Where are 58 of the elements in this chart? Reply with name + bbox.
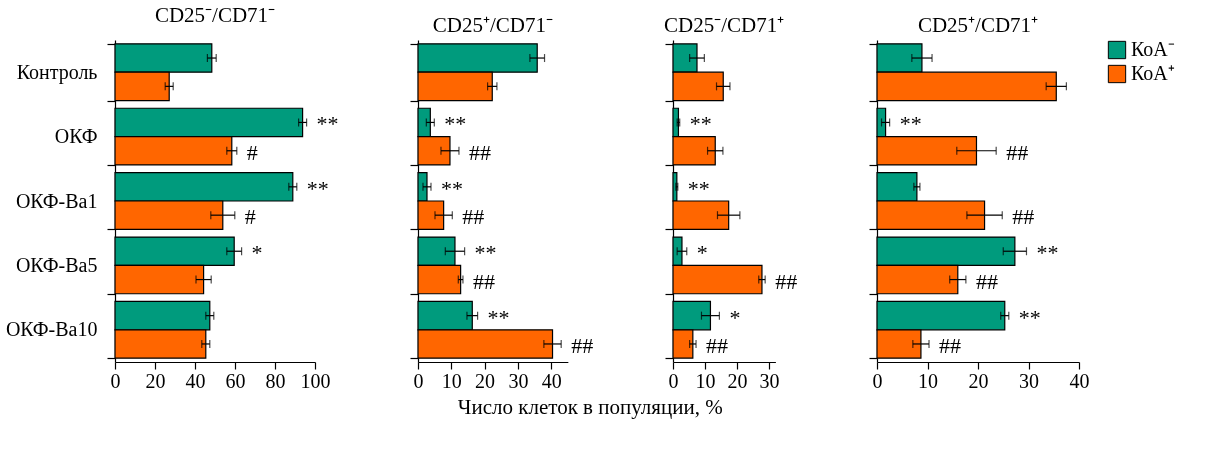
x-tick-label: 10 [918,369,938,392]
x-tick-label: 60 [225,369,246,392]
x-tick-label: 80 [265,369,286,392]
x-tick-label: 0 [413,369,424,392]
data-label: ** [687,175,710,201]
data-label: ** [440,175,463,201]
x-tick-label: 20 [475,369,496,392]
x-tick-label: 30 [1019,369,1039,392]
x-tick-label: 0 [668,369,679,392]
x-tick-label: 20 [968,369,989,392]
legend-label: КоА⁺ [1131,62,1175,84]
chart-title: CD25⁻/CD71⁻ [154,3,276,27]
x-tick-label: 10 [695,369,716,392]
data-label: ## [1012,204,1035,230]
data-label: ## [706,332,729,358]
x-tick-label: 10 [441,369,462,392]
y-tick-label: ОКФ-Ba5 [15,253,98,276]
data-label: ** [1036,240,1059,266]
y-tick-label: Контроль [16,60,98,84]
data-label: * [729,304,741,330]
y-tick-label: ОКФ-Ba10 [5,318,98,341]
data-label: ## [775,268,798,294]
x-tick-label: 20 [727,369,748,392]
data-label: ** [487,304,510,330]
data-label: ** [1018,304,1041,330]
data-label: ** [689,111,712,137]
data-label: ## [939,332,962,358]
data-label: # [246,139,258,165]
legend-label: КоА⁻ [1131,38,1175,60]
data-label: ** [316,111,339,137]
data-label: ## [468,139,491,165]
x-tick-label: 100 [300,369,331,392]
chart-title: CD25⁺/CD71⁺ [917,13,1039,37]
chart-title: CD25⁺/CD71⁻ [432,13,554,37]
data-label: ** [474,240,497,266]
data-label: ** [444,111,467,137]
data-label: ## [472,268,495,294]
x-axis-title: Число клеток в популяции, % [457,395,723,419]
data-label: # [244,204,256,230]
data-label: ** [899,111,922,137]
x-tick-label: 0 [110,369,121,392]
data-label: * [251,240,263,266]
data-label: * [696,240,708,266]
y-tick-label: ОКФ [54,125,98,148]
data-label: ## [975,268,998,294]
x-tick-label: 30 [759,369,780,392]
y-tick-label: ОКФ-Ba1 [15,189,98,212]
data-label: ** [306,175,329,201]
x-tick-label: 0 [872,369,883,392]
data-label: ## [462,204,485,230]
chart-title: CD25⁻/CD71⁺ [664,13,785,37]
x-tick-label: 30 [508,369,529,392]
data-label: ## [1006,139,1029,165]
data-label: ## [571,332,594,358]
x-tick-label: 20 [145,369,166,392]
x-tick-label: 40 [185,369,206,392]
x-tick-label: 40 [1069,369,1090,392]
x-tick-label: 40 [541,369,562,392]
